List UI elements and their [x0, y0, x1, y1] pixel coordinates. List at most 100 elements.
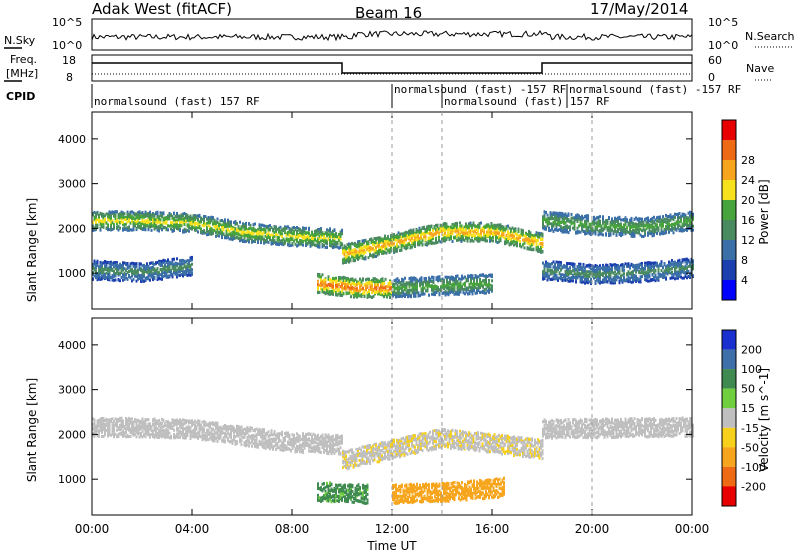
echo-cell	[278, 226, 280, 230]
echo-cell	[179, 217, 181, 221]
echo-cell	[284, 227, 286, 231]
echo-cell	[501, 233, 503, 237]
echo-cell	[164, 226, 166, 230]
echo-cell	[519, 240, 521, 243]
echo-cell	[451, 232, 454, 236]
echo-cell	[514, 242, 517, 246]
echo-cell	[311, 240, 313, 244]
echo-cell	[417, 241, 419, 245]
echo-cell	[159, 211, 162, 215]
echo-cell	[478, 222, 481, 226]
echo-cell	[159, 224, 162, 228]
echo-cell	[294, 242, 297, 246]
echo-cell	[471, 223, 473, 227]
echo-cell	[388, 248, 391, 252]
echo-cell	[176, 257, 178, 261]
echo-cell	[261, 237, 264, 241]
echo-cell	[457, 230, 460, 233]
echo-cell	[123, 225, 126, 229]
echo-cell	[388, 238, 391, 242]
echo-cell	[327, 275, 330, 279]
echo-cell	[240, 228, 243, 232]
echo-cell	[137, 222, 139, 226]
echo-cell	[602, 233, 604, 237]
freq-tick-top: 18	[62, 54, 76, 67]
echo-cell	[278, 243, 280, 247]
echo-cell	[573, 223, 576, 227]
echo-cell	[382, 250, 385, 253]
echo-cell	[120, 212, 123, 215]
echo-cell	[487, 234, 490, 238]
echo-cell	[414, 237, 416, 241]
echo-cell	[227, 233, 229, 237]
echo-cell	[680, 219, 682, 223]
echo-cell	[110, 214, 112, 218]
echo-cell	[432, 236, 434, 240]
echo-cell	[162, 216, 165, 220]
echo-cell	[438, 235, 440, 239]
echo-cell	[315, 243, 318, 247]
echo-cell	[332, 246, 334, 250]
echo-cell	[180, 215, 183, 219]
echo-cell	[418, 240, 421, 244]
echo-cell	[510, 234, 512, 237]
echo-cell	[327, 287, 330, 291]
echo-cell	[182, 214, 184, 218]
echo-cell	[541, 241, 544, 245]
echo-cell	[215, 224, 217, 228]
echo-cell	[363, 252, 365, 255]
echo-cell	[242, 230, 244, 234]
echo-cell	[302, 229, 304, 233]
echo-cell	[216, 229, 219, 232]
echo-cell	[394, 249, 397, 253]
echo-cell	[466, 235, 469, 239]
echo-cell	[161, 277, 163, 281]
echo-cell	[357, 257, 359, 261]
echo-cell	[302, 240, 304, 244]
echo-cell	[143, 223, 145, 226]
echo-cell	[608, 216, 610, 219]
echo-cell	[158, 220, 160, 224]
echo-cell	[239, 239, 241, 243]
echo-cell	[302, 236, 304, 240]
echo-cell	[296, 226, 298, 229]
echo-cell	[329, 228, 331, 232]
echo-cell	[113, 224, 115, 228]
echo-cell	[462, 227, 464, 230]
echo-cell	[369, 250, 371, 253]
echo-cell	[179, 223, 181, 227]
echo-cell	[251, 238, 253, 242]
echo-cell	[147, 212, 150, 215]
echo-cell	[468, 233, 470, 237]
echo-cell	[656, 223, 658, 227]
echo-cell	[329, 242, 331, 246]
echo-cell	[496, 231, 499, 235]
echo-cell	[258, 232, 261, 236]
echo-cell	[513, 234, 515, 238]
echo-cell	[222, 232, 225, 236]
echo-cell	[186, 216, 189, 220]
echo-cell	[514, 227, 517, 231]
echo-cell	[249, 236, 252, 240]
echo-cell	[155, 226, 157, 230]
echo-cell	[144, 226, 147, 230]
echo-cell	[192, 225, 195, 229]
echo-cell	[153, 224, 156, 228]
echo-cell	[278, 229, 280, 233]
echo-cell	[299, 231, 301, 235]
echo-cell	[513, 228, 515, 231]
echo-cell	[129, 210, 132, 214]
echo-cell	[272, 228, 274, 232]
echo-cell	[264, 239, 267, 243]
echo-cell	[198, 225, 201, 229]
echo-cell	[140, 222, 142, 226]
echo-cell	[261, 232, 264, 236]
echo-cell	[394, 238, 397, 242]
echo-cell	[382, 239, 385, 243]
echo-cell	[405, 232, 407, 236]
echo-cell	[191, 255, 193, 259]
echo-cell	[387, 242, 389, 246]
echo-cell	[480, 237, 482, 241]
echo-cell	[150, 222, 153, 226]
echo-cell	[248, 240, 250, 244]
